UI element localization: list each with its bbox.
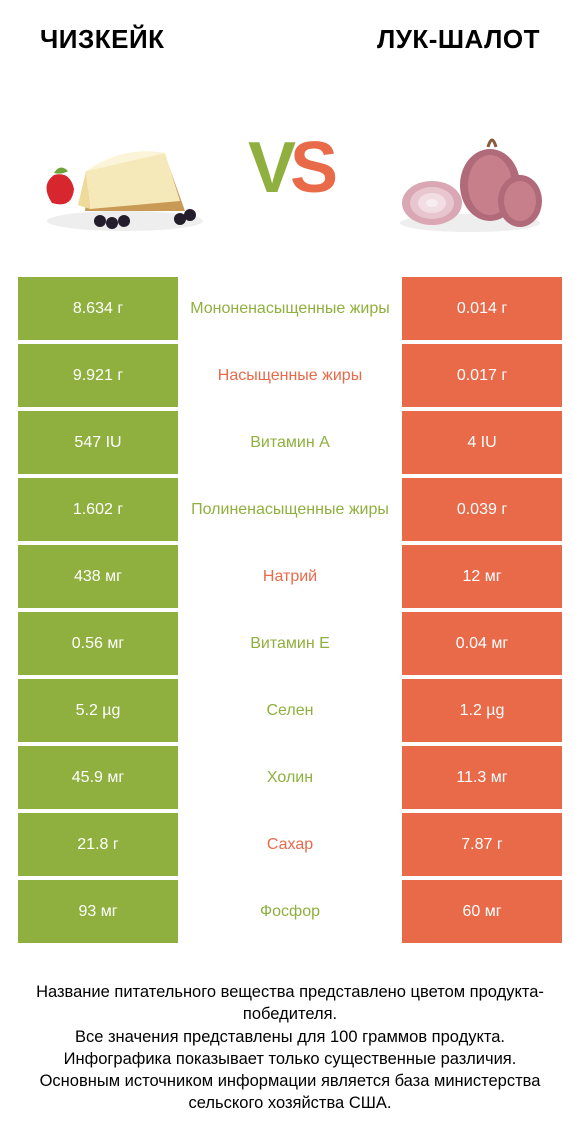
nutrient-label: Сахар <box>178 813 402 876</box>
right-value-cell: 60 мг <box>402 880 562 943</box>
right-value-cell: 12 мг <box>402 545 562 608</box>
nutrient-label: Селен <box>178 679 402 742</box>
right-value-cell: 11.3 мг <box>402 746 562 809</box>
left-value-cell: 9.921 г <box>18 344 178 407</box>
vs-letter-v: V <box>248 127 290 209</box>
left-value-cell: 93 мг <box>18 880 178 943</box>
right-value-cell: 0.04 мг <box>402 612 562 675</box>
right-value-cell: 7.87 г <box>402 813 562 876</box>
right-value-cell: 0.014 г <box>402 277 562 340</box>
left-value-cell: 1.602 г <box>18 478 178 541</box>
header: ЧИЗКЕЙК ЛУК-ШАЛОТ <box>0 0 580 67</box>
left-value-cell: 8.634 г <box>18 277 178 340</box>
table-row: 1.602 гПолиненасыщенные жиры0.039 г <box>18 478 562 541</box>
nutrient-label: Мононенасыщенные жиры <box>178 277 402 340</box>
left-value-cell: 438 мг <box>18 545 178 608</box>
vs-letter-s: S <box>290 127 332 209</box>
table-row: 5.2 µgСелен1.2 µg <box>18 679 562 742</box>
nutrient-label: Холин <box>178 746 402 809</box>
nutrient-label: Витамин A <box>178 411 402 474</box>
right-product-title: ЛУК-ШАЛОТ <box>377 24 540 55</box>
footer-note: Название питательного вещества представл… <box>0 947 580 1115</box>
nutrient-label: Полиненасыщенные жиры <box>178 478 402 541</box>
table-row: 9.921 гНасыщенные жиры0.017 г <box>18 344 562 407</box>
table-row: 438 мгНатрий12 мг <box>18 545 562 608</box>
left-product-title: ЧИЗКЕЙК <box>40 24 165 55</box>
left-value-cell: 45.9 мг <box>18 746 178 809</box>
table-row: 21.8 гСахар7.87 г <box>18 813 562 876</box>
right-value-cell: 0.039 г <box>402 478 562 541</box>
nutrient-label: Витамин E <box>178 612 402 675</box>
table-row: 0.56 мгВитамин E0.04 мг <box>18 612 562 675</box>
table-row: 45.9 мгХолин11.3 мг <box>18 746 562 809</box>
nutrient-label: Фосфор <box>178 880 402 943</box>
comparison-table: 8.634 гМононенасыщенные жиры0.014 г9.921… <box>0 277 580 943</box>
right-value-cell: 1.2 µg <box>402 679 562 742</box>
hero-row: V S <box>0 67 580 277</box>
left-product-image <box>30 93 210 243</box>
right-value-cell: 0.017 г <box>402 344 562 407</box>
left-value-cell: 0.56 мг <box>18 612 178 675</box>
vs-label: V S <box>248 127 332 209</box>
nutrient-label: Натрий <box>178 545 402 608</box>
table-row: 8.634 гМононенасыщенные жиры0.014 г <box>18 277 562 340</box>
left-value-cell: 21.8 г <box>18 813 178 876</box>
right-value-cell: 4 IU <box>402 411 562 474</box>
left-value-cell: 5.2 µg <box>18 679 178 742</box>
nutrient-label: Насыщенные жиры <box>178 344 402 407</box>
left-value-cell: 547 IU <box>18 411 178 474</box>
table-row: 547 IUВитамин A4 IU <box>18 411 562 474</box>
right-product-image <box>370 93 550 243</box>
table-row: 93 мгФосфор60 мг <box>18 880 562 943</box>
